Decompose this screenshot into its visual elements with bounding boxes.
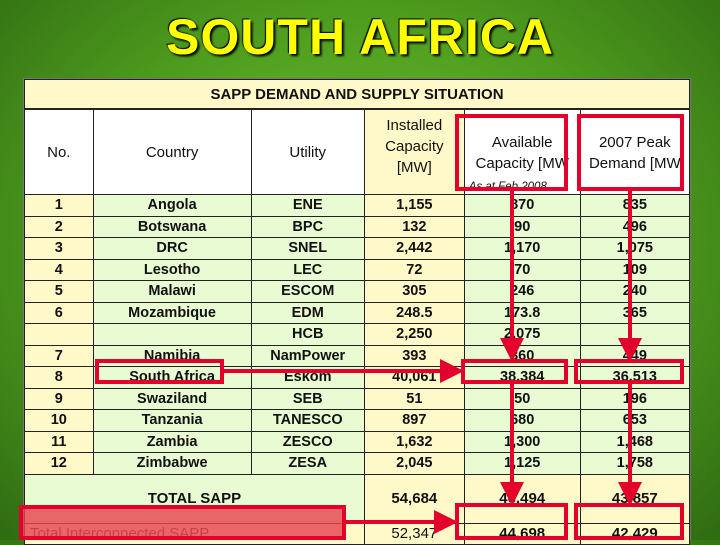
table-row: 10 Tanzania TANESCO 897 680 653 — [24, 409, 691, 432]
header-available: Available Capacity [MW As at Feb 2008 — [463, 108, 581, 195]
cell-country: Botswana — [92, 215, 252, 238]
cell-country: Malawi — [92, 280, 252, 303]
cell-utility: ESCOM — [250, 280, 365, 303]
table-row: 9 Swaziland SEB 51 50 196 — [24, 387, 691, 410]
cell-country: DRC — [92, 237, 252, 260]
cell-utility: NamPower — [250, 344, 365, 367]
cell-installed: 2,442 — [363, 237, 465, 260]
cell-installed: 1,155 — [363, 194, 465, 217]
cell-no: 2 — [24, 215, 94, 238]
cell-installed: 393 — [363, 344, 465, 367]
cell-country: Swaziland — [92, 387, 252, 410]
cell-utility: TANESCO — [250, 409, 365, 432]
cell-installed: 1,632 — [363, 430, 465, 453]
highlight-interconnected-label — [19, 505, 346, 540]
header-peak: 2007 Peak Demand [MW — [579, 108, 691, 195]
cell-no: 1 — [24, 194, 94, 217]
sapp-table: SAPP DEMAND AND SUPPLY SITUATION No. Cou… — [24, 79, 691, 545]
header-installed: Installed Capacity [MW] — [363, 108, 465, 195]
cell-available: 870 — [463, 194, 581, 217]
highlight-south-africa — [95, 359, 224, 384]
cell-utility: ENE — [250, 194, 365, 217]
table-row: 4 Lesotho LEC 72 70 109 — [24, 258, 691, 281]
cell-peak: 196 — [579, 387, 691, 410]
cell-no: 11 — [24, 430, 94, 453]
header-utility: Utility — [250, 108, 365, 195]
table-row: 5 Malawi ESCOM 305 246 240 — [24, 280, 691, 303]
table-row: 2 Botswana BPC 132 90 496 — [24, 215, 691, 238]
cell-installed: 248.5 — [363, 301, 465, 324]
cell-installed: 72 — [363, 258, 465, 281]
table-row: 12 Zimbabwe ZESA 2,045 1,125 1,758 — [24, 452, 691, 475]
cell-peak: 496 — [579, 215, 691, 238]
cell-no: 9 — [24, 387, 94, 410]
cell-country: Zimbabwe — [92, 452, 252, 475]
table-row: 11 Zambia ZESCO 1,632 1,300 1,468 — [24, 430, 691, 453]
cell-utility: ZESA — [250, 452, 365, 475]
cell-installed: 132 — [363, 215, 465, 238]
cell-utility: EDM — [250, 301, 365, 324]
cell-installed: 2,045 — [363, 452, 465, 475]
cell-country: Lesotho — [92, 258, 252, 281]
header-country: Country — [92, 108, 252, 195]
cell-country: Zambia — [92, 430, 252, 453]
cell-country: Tanzania — [92, 409, 252, 432]
cell-installed: 897 — [363, 409, 465, 432]
table-caption: SAPP DEMAND AND SUPPLY SITUATION — [24, 79, 690, 110]
cell-utility: SNEL — [250, 237, 365, 260]
cell-installed: 2,250 — [363, 323, 465, 346]
cell-available: 680 — [463, 409, 581, 432]
table-row: 6 Mozambique EDM 248.5 173.8 365 — [24, 301, 691, 324]
table-row: 1 Angola ENE 1,155 870 835 — [24, 194, 691, 217]
cell-installed: 305 — [363, 280, 465, 303]
cell-no: 5 — [24, 280, 94, 303]
cell-peak: 365 — [579, 301, 691, 324]
header-no: No. — [24, 108, 94, 195]
table-row: 3 DRC SNEL 2,442 1,170 1,075 — [24, 237, 691, 260]
table-row: 7 Namibia NamPower 393 360 449 — [24, 344, 691, 367]
cell-country — [92, 323, 252, 346]
cell-country: Mozambique — [92, 301, 252, 324]
slide-title: SOUTH AFRICA — [166, 9, 554, 65]
highlight-available-header — [455, 114, 568, 191]
cell-available: 1,125 — [463, 452, 581, 475]
cell-peak: 109 — [579, 258, 691, 281]
cell-country: Angola — [92, 194, 252, 217]
cell-peak: 835 — [579, 194, 691, 217]
cell-no: 8 — [24, 366, 94, 389]
highlight-peak-header — [577, 114, 684, 191]
cell-available: 1,300 — [463, 430, 581, 453]
cell-available: 1,170 — [463, 237, 581, 260]
cell-no: 7 — [24, 344, 94, 367]
cell-available: 246 — [463, 280, 581, 303]
cell-utility: SEB — [250, 387, 365, 410]
cell-peak: 1,758 — [579, 452, 691, 475]
cell-peak: 1,075 — [579, 237, 691, 260]
